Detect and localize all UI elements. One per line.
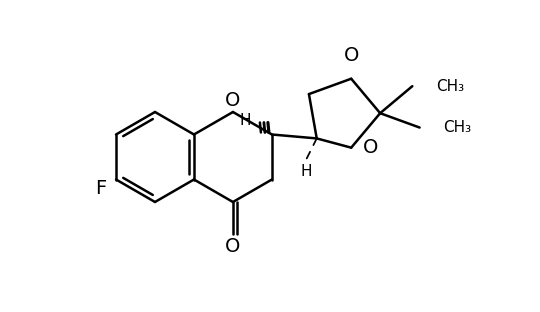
- Text: H: H: [239, 113, 251, 128]
- Text: F: F: [95, 179, 106, 198]
- Text: O: O: [225, 237, 241, 256]
- Text: CH₃: CH₃: [436, 79, 464, 94]
- Text: CH₃: CH₃: [443, 120, 472, 135]
- Text: O: O: [343, 46, 359, 65]
- Text: O: O: [225, 90, 241, 110]
- Text: O: O: [363, 138, 379, 157]
- Text: H: H: [301, 164, 313, 179]
